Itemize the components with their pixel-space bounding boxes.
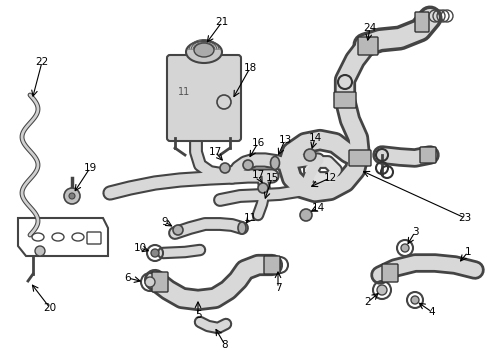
Circle shape — [69, 193, 75, 199]
Circle shape — [304, 149, 316, 161]
Circle shape — [35, 246, 45, 256]
FancyBboxPatch shape — [415, 12, 429, 32]
Text: 1: 1 — [465, 247, 471, 257]
Text: 15: 15 — [266, 173, 279, 183]
Text: 24: 24 — [364, 23, 377, 33]
Circle shape — [401, 244, 409, 252]
Ellipse shape — [194, 43, 214, 57]
Text: 17: 17 — [251, 170, 265, 180]
Circle shape — [173, 225, 183, 235]
Text: 20: 20 — [44, 303, 56, 313]
Text: 19: 19 — [83, 163, 97, 173]
Text: 9: 9 — [162, 217, 168, 227]
Text: 11: 11 — [244, 213, 257, 223]
Text: 6: 6 — [124, 273, 131, 283]
FancyBboxPatch shape — [358, 37, 378, 55]
FancyBboxPatch shape — [382, 264, 398, 282]
Text: 17: 17 — [208, 147, 221, 157]
Text: 11: 11 — [178, 87, 190, 97]
Circle shape — [64, 188, 80, 204]
Text: 4: 4 — [429, 307, 435, 317]
Circle shape — [151, 249, 159, 257]
FancyBboxPatch shape — [152, 272, 168, 292]
Text: 23: 23 — [458, 213, 471, 223]
Ellipse shape — [186, 41, 222, 63]
Circle shape — [145, 277, 155, 287]
Text: 10: 10 — [133, 243, 147, 253]
Circle shape — [220, 163, 230, 173]
Text: 13: 13 — [278, 135, 292, 145]
Text: 12: 12 — [323, 173, 337, 183]
FancyBboxPatch shape — [420, 147, 436, 163]
Text: 22: 22 — [35, 57, 49, 67]
Text: 16: 16 — [251, 138, 265, 148]
Circle shape — [243, 160, 253, 170]
Circle shape — [300, 209, 312, 221]
Circle shape — [411, 296, 419, 304]
Ellipse shape — [270, 157, 279, 170]
Circle shape — [377, 285, 387, 295]
FancyBboxPatch shape — [264, 256, 280, 274]
Ellipse shape — [238, 222, 246, 234]
FancyBboxPatch shape — [349, 150, 371, 166]
Text: 21: 21 — [216, 17, 229, 27]
Text: 7: 7 — [275, 283, 281, 293]
Text: 14: 14 — [311, 203, 324, 213]
FancyBboxPatch shape — [167, 55, 241, 141]
Text: 18: 18 — [244, 63, 257, 73]
Text: 3: 3 — [412, 227, 418, 237]
Text: 2: 2 — [365, 297, 371, 307]
FancyBboxPatch shape — [334, 92, 356, 108]
Text: 5: 5 — [195, 310, 201, 320]
Text: 8: 8 — [221, 340, 228, 350]
Circle shape — [258, 183, 268, 193]
Text: 14: 14 — [308, 133, 321, 143]
